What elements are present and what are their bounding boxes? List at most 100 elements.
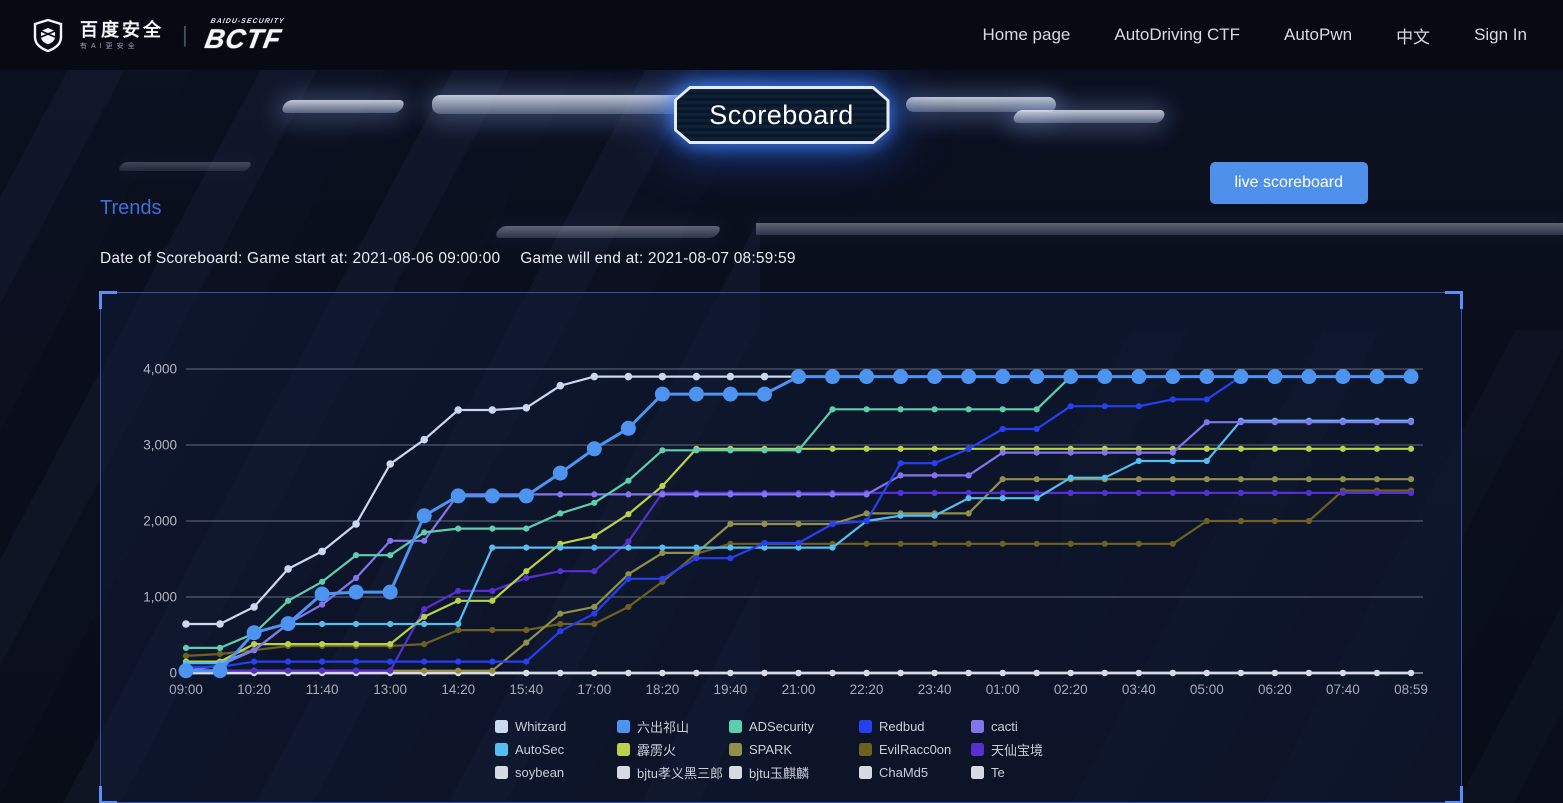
- legend-label: 天仙宝境: [991, 743, 1044, 758]
- legend-label: soybean: [515, 765, 565, 780]
- data-point-SPARK: [591, 603, 598, 610]
- data-point-EvilRacc0on: [1033, 540, 1040, 547]
- data-point-六出祁山: [552, 465, 568, 481]
- legend-item-Whitzard[interactable]: Whitzard: [495, 717, 617, 736]
- x-axis-tick-label: 19:40: [714, 682, 748, 697]
- data-point-Te: [591, 669, 598, 677]
- nav-item-sign-in[interactable]: Sign In: [1474, 25, 1527, 44]
- legend-item-天仙宝境[interactable]: 天仙宝境: [971, 740, 1067, 759]
- legend-item-Te[interactable]: Te: [971, 763, 1067, 782]
- data-point-cacti: [387, 537, 394, 544]
- legend-item-soybean[interactable]: soybean: [495, 763, 617, 782]
- data-point-霹雳火: [897, 445, 904, 452]
- data-point-cacti: [625, 491, 632, 498]
- legend-item-AutoSec[interactable]: AutoSec: [495, 740, 617, 759]
- ceiling-lamp: [493, 226, 723, 238]
- legend-swatch: [729, 766, 742, 779]
- data-point-AutoSec: [727, 544, 734, 551]
- data-point-Redbud: [965, 445, 972, 452]
- live-scoreboard-button[interactable]: live scoreboard: [1209, 162, 1368, 204]
- data-point-EvilRacc0on: [931, 540, 938, 547]
- nav-item-中文[interactable]: 中文: [1396, 27, 1431, 47]
- data-point-Te: [897, 669, 904, 677]
- legend-row: AutoSec 霹雳火 SPARK EvilRacc0on 天仙宝境: [101, 740, 1461, 759]
- panel-corner-bracket: [99, 786, 117, 803]
- data-point-AutoSec: [1135, 457, 1142, 465]
- legend-swatch: [617, 720, 630, 733]
- data-point-Te: [1101, 669, 1108, 677]
- legend-item-ADSecurity[interactable]: ADSecurity: [729, 717, 859, 736]
- trends-chart-panel: 0 1,000 2,000 3,000 4,000 09:00 10:20 11:40 13:0…: [99, 291, 1463, 803]
- data-point-EvilRacc0on: [1271, 517, 1278, 525]
- series-line-ADSecurity: [186, 375, 1411, 649]
- score-trends-line-chart[interactable]: 0 1,000 2,000 3,000 4,000 09:00 10:20 11:40 13:0…: [101, 293, 1461, 703]
- data-point-Redbud: [863, 517, 870, 525]
- data-point-EvilRacc0on: [1237, 517, 1244, 525]
- brand-logos[interactable]: 百度安全 有AI更安全 | BAIDU-SECURITY BCTF: [30, 17, 285, 54]
- data-point-六出祁山: [450, 488, 466, 504]
- data-point-霹雳火: [1203, 445, 1210, 452]
- legend-swatch: [859, 743, 872, 756]
- legend-item-霹雳火[interactable]: 霹雳火: [617, 740, 729, 759]
- data-point-EvilRacc0on: [1203, 517, 1210, 525]
- data-point-cacti: [251, 647, 258, 654]
- data-point-Redbud: [285, 658, 292, 665]
- data-point-EvilRacc0on: [1135, 540, 1142, 547]
- data-point-Te: [863, 669, 870, 677]
- data-point-Whitzard: [692, 372, 701, 381]
- data-point-cacti: [761, 491, 768, 498]
- x-axis-tick-label: 11:40: [306, 682, 339, 697]
- legend-label: Te: [991, 765, 1005, 780]
- x-axis-tick-label: 06:20: [1258, 682, 1292, 697]
- data-point-Whitzard: [454, 406, 463, 414]
- y-axis-tick-label: 2,000: [143, 514, 177, 529]
- legend-item-EvilRacc0on[interactable]: EvilRacc0on: [859, 740, 971, 759]
- data-point-ADSecurity: [182, 644, 190, 651]
- data-point-Redbud: [387, 658, 394, 665]
- data-point-Redbud: [761, 539, 768, 547]
- legend-item-bjtu玉麒麟[interactable]: bjtu玉麒麟: [729, 763, 859, 782]
- data-point-EvilRacc0on: [421, 641, 428, 648]
- game-start-text: Date of Scoreboard: Game start at: 2021-…: [100, 250, 501, 267]
- data-point-ADSecurity: [216, 644, 224, 651]
- data-point-SPARK: [795, 520, 802, 528]
- legend-item-六出祁山[interactable]: 六出祁山: [617, 717, 729, 736]
- data-point-SPARK: [693, 549, 700, 556]
- data-point-Te: [727, 669, 734, 677]
- legend-item-ChaMd5[interactable]: ChaMd5: [859, 763, 971, 782]
- data-point-ADSecurity: [591, 499, 598, 506]
- data-point-cacti: [319, 601, 326, 608]
- legend-item-SPARK[interactable]: SPARK: [729, 740, 859, 759]
- data-point-AutoSec: [829, 544, 836, 551]
- data-point-霹雳火: [829, 445, 836, 452]
- legend-swatch: [971, 766, 984, 779]
- data-point-天仙宝境: [999, 489, 1006, 496]
- page-title: Scoreboard: [709, 99, 854, 130]
- data-point-天仙宝境: [489, 587, 496, 594]
- data-point-Redbud: [795, 539, 802, 547]
- x-axis-tick-label: 05:00: [1190, 682, 1224, 697]
- data-point-Te: [1169, 669, 1176, 677]
- data-point-AutoSec: [1169, 457, 1176, 465]
- nav-item-home-page[interactable]: Home page: [982, 25, 1071, 44]
- legend-item-cacti[interactable]: cacti: [971, 717, 1067, 736]
- x-axis-tick-label: 10:20: [237, 682, 271, 697]
- data-point-六出祁山: [382, 584, 398, 600]
- data-point-Redbud: [625, 575, 632, 582]
- legend-label: ChaMd5: [879, 765, 929, 780]
- x-axis-tick-label: 03:40: [1122, 682, 1156, 697]
- legend-item-bjtu孝义黑三郎[interactable]: bjtu孝义黑三郎: [617, 763, 729, 782]
- data-point-Te: [931, 669, 938, 677]
- chart-legend: Whitzard 六出祁山 ADSecurity Redbud cacti AutoSec…: [101, 717, 1461, 782]
- brand-divider: |: [182, 22, 188, 47]
- data-point-天仙宝境: [1135, 489, 1142, 496]
- data-point-EvilRacc0on: [625, 603, 632, 610]
- data-point-cacti: [863, 491, 870, 498]
- data-point-天仙宝境: [931, 489, 938, 496]
- nav-item-autodriving-ctf[interactable]: AutoDriving CTF: [1114, 25, 1241, 44]
- legend-swatch: [495, 720, 508, 733]
- nav-item-autopwn[interactable]: AutoPwn: [1284, 25, 1353, 44]
- legend-label: bjtu玉麒麟: [749, 766, 809, 781]
- data-point-Te: [1305, 669, 1312, 677]
- legend-item-Redbud[interactable]: Redbud: [859, 717, 971, 736]
